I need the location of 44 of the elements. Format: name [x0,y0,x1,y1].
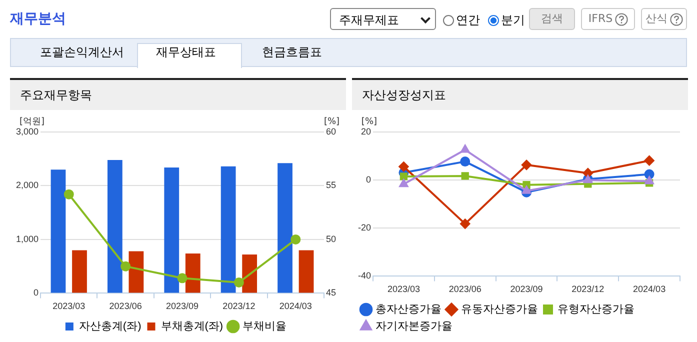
y-tick-label: 0 [366,174,372,185]
y2-tick-label: 60 [326,126,336,136]
text: 연간 [455,12,480,29]
x-tick-label: 2023/12 [572,284,604,294]
y-tick-label: 2,000 [16,180,39,190]
x-tick-label: 2023/03 [52,301,86,312]
text: 재무상태표 [156,44,216,61]
text: IFRS [581,8,635,30]
y-tick-label: 3,000 [16,126,39,136]
text: 재무분석 [10,10,66,28]
y-axis-title: [억원] [19,116,45,127]
y2-tick-label: 45 [326,288,336,298]
y-axis-title: [%] [361,116,378,127]
x-tick-label: 2023/12 [222,301,256,312]
legend-label: 유동자산증가율 [461,304,538,316]
legend-label: 부채총계(좌) [160,320,224,333]
y-tick-label: 1,000 [16,234,39,244]
x-tick-label: 2023/06 [448,284,482,294]
x-tick-label: 2023/03 [387,284,420,294]
legend-label: 총자산증가율 [376,304,442,316]
y2-axis-title: [%] [324,116,340,127]
y-tick-label: 0 [34,288,39,298]
x-tick-label: 2023/09 [510,284,543,294]
text: 검색 [529,8,575,30]
y-tick-label: 20 [360,126,372,136]
legend-label: 자기자본증가율 [376,320,452,333]
chart-title: 자산성장성지표 [352,80,688,110]
y2-tick-label: 50 [326,234,336,244]
text: 포괄손익계산서 [40,44,124,61]
legend-label: 유형자산증가율 [558,304,634,316]
legend-label: 부채비율 [242,320,287,333]
x-tick-label: 2024/03 [633,284,666,294]
text: 주재무제표 [330,8,436,30]
x-tick-label: 2023/09 [166,301,199,312]
text: 현금흐름표 [262,44,322,61]
x-tick-label: 2023/06 [109,301,142,312]
y-tick-label: -20 [358,222,372,233]
legend-label: 자산총계(좌) [78,320,142,333]
y-tick-label: -40 [358,270,372,281]
text: 산식 [641,8,687,30]
y2-tick-label: 55 [326,180,336,190]
x-tick-label: 2024/03 [279,301,312,312]
text: 분기 [500,12,525,29]
chart-title: 주요재무항목 [10,80,346,110]
